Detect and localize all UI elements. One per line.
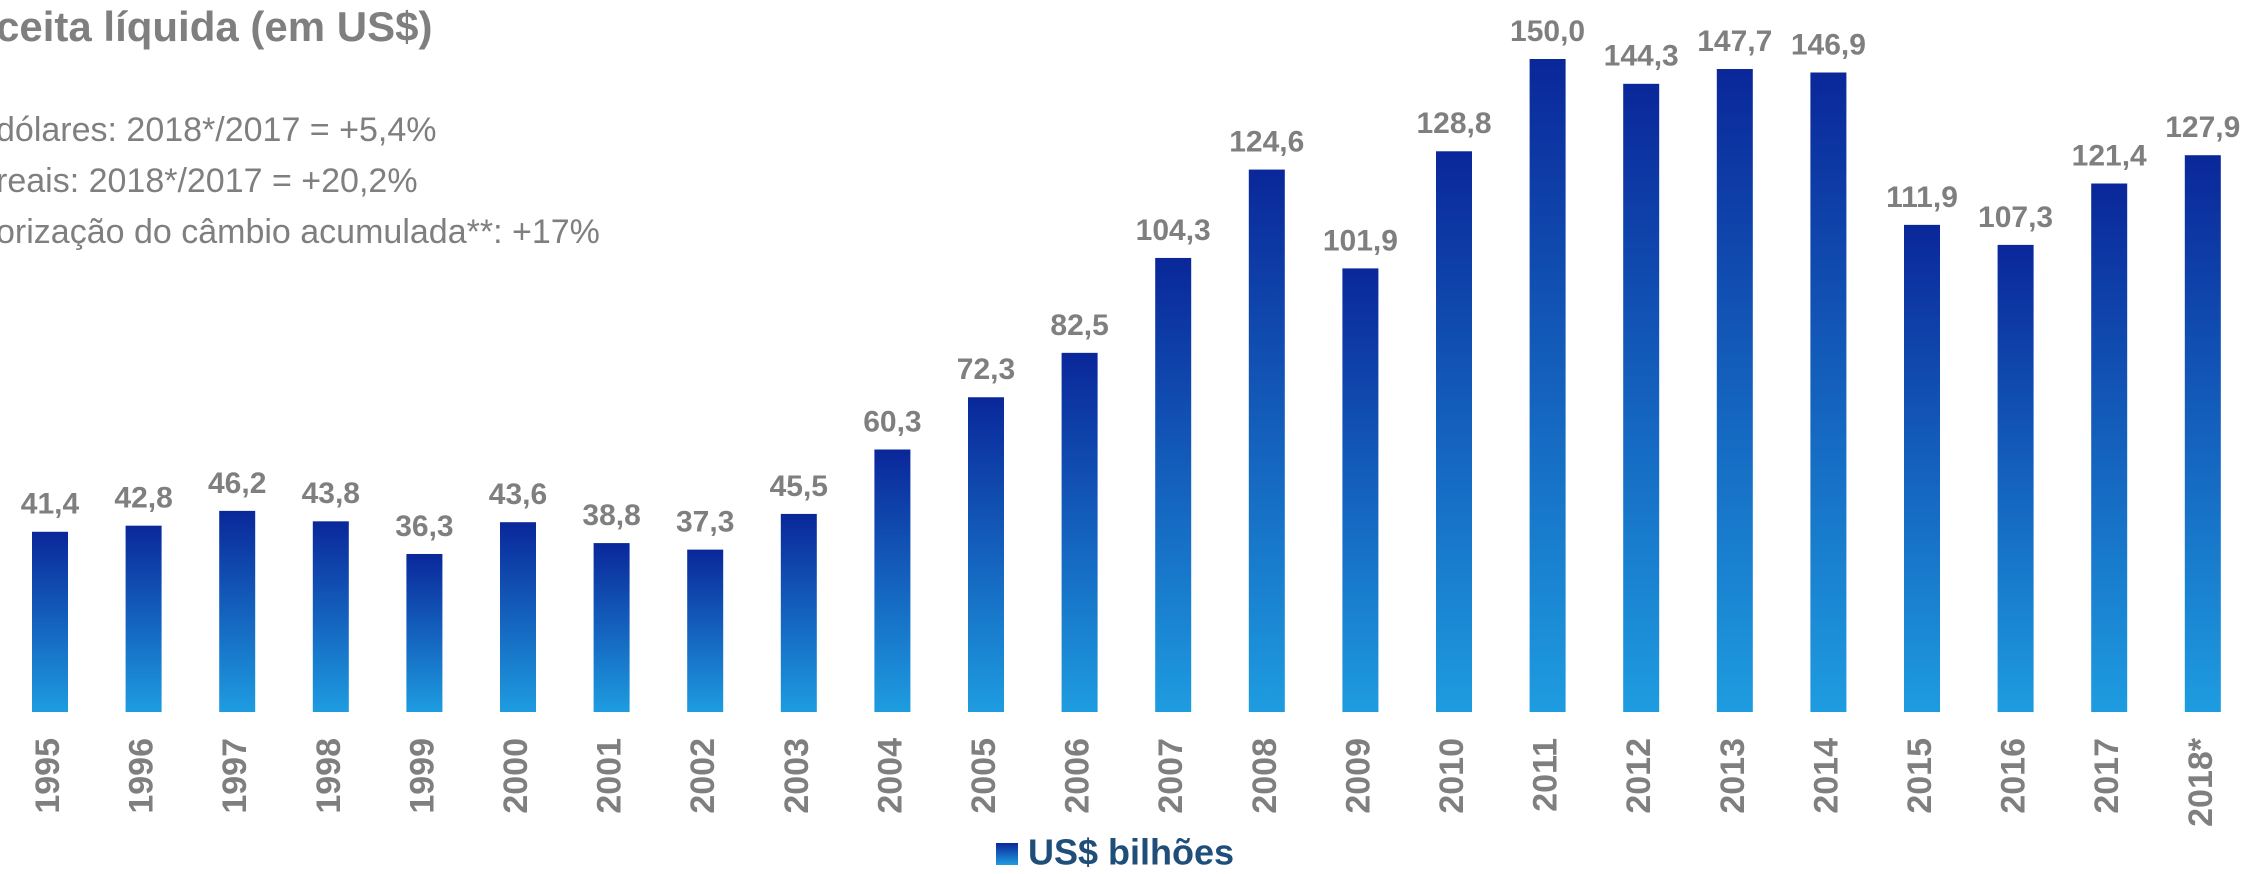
bar (1436, 151, 1472, 713)
bar (219, 510, 256, 712)
value-label: 128,8 (1416, 107, 1491, 140)
value-label: 150,0 (1510, 15, 1585, 48)
bar (874, 449, 911, 712)
bar (968, 397, 1004, 712)
value-label: 38,8 (582, 499, 640, 532)
value-label: 111,9 (1886, 181, 1958, 214)
value-label: 37,3 (676, 506, 734, 539)
bar (312, 521, 349, 712)
bar (780, 513, 817, 712)
bar (687, 549, 724, 712)
x-tick-label: 2012 (1620, 738, 1658, 814)
value-label: 104,3 (1136, 214, 1211, 247)
x-tick-label: 2002 (684, 738, 722, 814)
value-label: 107,3 (1978, 201, 2053, 234)
x-tick-label: 1997 (216, 738, 254, 814)
x-tick-label: 2008 (1246, 738, 1284, 814)
bar (125, 525, 162, 712)
x-tick-label: 2003 (778, 738, 816, 814)
bar (406, 553, 443, 712)
value-label: 146,9 (1791, 28, 1866, 61)
x-tick-label: 2005 (965, 738, 1003, 814)
value-label: 36,3 (395, 510, 453, 543)
x-tick-label: 1996 (123, 738, 161, 814)
bar (1155, 257, 1192, 712)
value-label: 147,7 (1697, 25, 1772, 58)
x-tick-label: 2004 (871, 738, 909, 814)
x-tick-label: 2015 (1901, 738, 1939, 814)
value-label: 42,8 (114, 482, 172, 515)
subtitle-line: orização do câmbio acumulada**: +17% (0, 213, 600, 251)
x-tick-label: 2014 (1807, 738, 1845, 814)
x-tick-label: 2000 (497, 738, 535, 814)
value-label: 43,8 (302, 477, 360, 510)
bar (1529, 59, 1566, 712)
bar (1623, 83, 1660, 712)
x-tick-label: 2001 (591, 738, 629, 814)
x-tick-label: 2016 (1995, 738, 2033, 814)
bar (1061, 352, 1098, 712)
value-label: 127,9 (2165, 111, 2240, 144)
value-label: 72,3 (957, 353, 1015, 386)
chart-title: ceita líquida (em US$) (0, 3, 432, 50)
subtitle-line: reais: 2018*/2017 = +20,2% (0, 162, 418, 200)
bar (1248, 169, 1285, 713)
bar (1716, 69, 1753, 712)
x-tick-label: 1998 (310, 738, 348, 814)
value-label: 41,4 (21, 488, 80, 521)
bar (1904, 224, 1940, 712)
x-tick-label: 2006 (1059, 738, 1097, 814)
legend-label: US$ bilhões (1028, 832, 1234, 873)
bar (1810, 72, 1847, 712)
value-label: 46,2 (208, 467, 266, 500)
value-label: 101,9 (1323, 224, 1398, 257)
bar (1997, 244, 2034, 712)
legend-swatch (996, 843, 1018, 865)
value-label: 60,3 (863, 405, 921, 438)
bar (1342, 268, 1379, 712)
x-tick-label: 2017 (2088, 738, 2126, 814)
x-tick-label: 1995 (29, 738, 67, 814)
value-label: 82,5 (1050, 309, 1108, 342)
bar (2091, 183, 2128, 712)
value-label: 144,3 (1604, 40, 1679, 73)
bar (2184, 155, 2221, 712)
bar (500, 522, 536, 712)
x-tick-label: 2011 (1527, 738, 1565, 812)
value-label: 124,6 (1229, 125, 1304, 158)
bar (32, 531, 68, 712)
x-tick-label: 1999 (403, 738, 441, 814)
bar (593, 543, 630, 712)
value-label: 45,5 (770, 470, 828, 503)
x-tick-label: 2007 (1152, 738, 1190, 814)
value-label: 121,4 (2072, 139, 2147, 172)
x-tick-label: 2013 (1714, 738, 1752, 814)
subtitle-line: dólares: 2018*/2017 = +5,4% (0, 111, 436, 149)
x-tick-label: 2010 (1433, 738, 1471, 814)
value-label: 43,6 (489, 478, 547, 511)
x-tick-label: 2018* (2182, 737, 2220, 827)
x-tick-label: 2009 (1339, 738, 1377, 814)
